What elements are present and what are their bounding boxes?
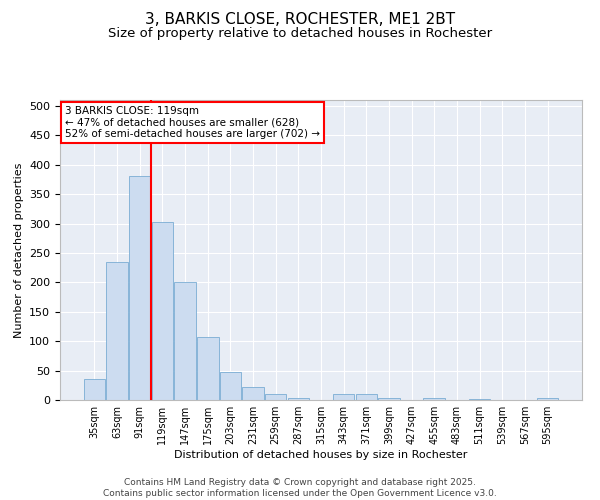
Bar (106, 262, 128, 400)
Bar (333, 394, 355, 400)
Bar (356, 394, 377, 400)
Bar (152, 222, 173, 400)
Text: 3 BARKIS CLOSE: 119sqm
← 47% of detached houses are smaller (628)
52% of semi-de: 3 BARKIS CLOSE: 119sqm ← 47% of detached… (65, 106, 320, 139)
Bar (220, 372, 241, 400)
X-axis label: Distribution of detached houses by size in Rochester: Distribution of detached houses by size … (175, 450, 467, 460)
Bar (129, 176, 151, 400)
Bar (197, 337, 218, 400)
Bar (378, 398, 400, 400)
Bar (84, 380, 105, 400)
Text: Contains HM Land Registry data © Crown copyright and database right 2025.
Contai: Contains HM Land Registry data © Crown c… (103, 478, 497, 498)
Bar (537, 398, 558, 400)
Text: Size of property relative to detached houses in Rochester: Size of property relative to detached ho… (108, 28, 492, 40)
Bar (265, 394, 286, 400)
Y-axis label: Number of detached properties: Number of detached properties (14, 162, 23, 338)
Text: 3, BARKIS CLOSE, ROCHESTER, ME1 2BT: 3, BARKIS CLOSE, ROCHESTER, ME1 2BT (145, 12, 455, 28)
Bar (242, 387, 264, 400)
Bar (175, 282, 196, 400)
Bar (287, 398, 309, 400)
Bar (424, 398, 445, 400)
